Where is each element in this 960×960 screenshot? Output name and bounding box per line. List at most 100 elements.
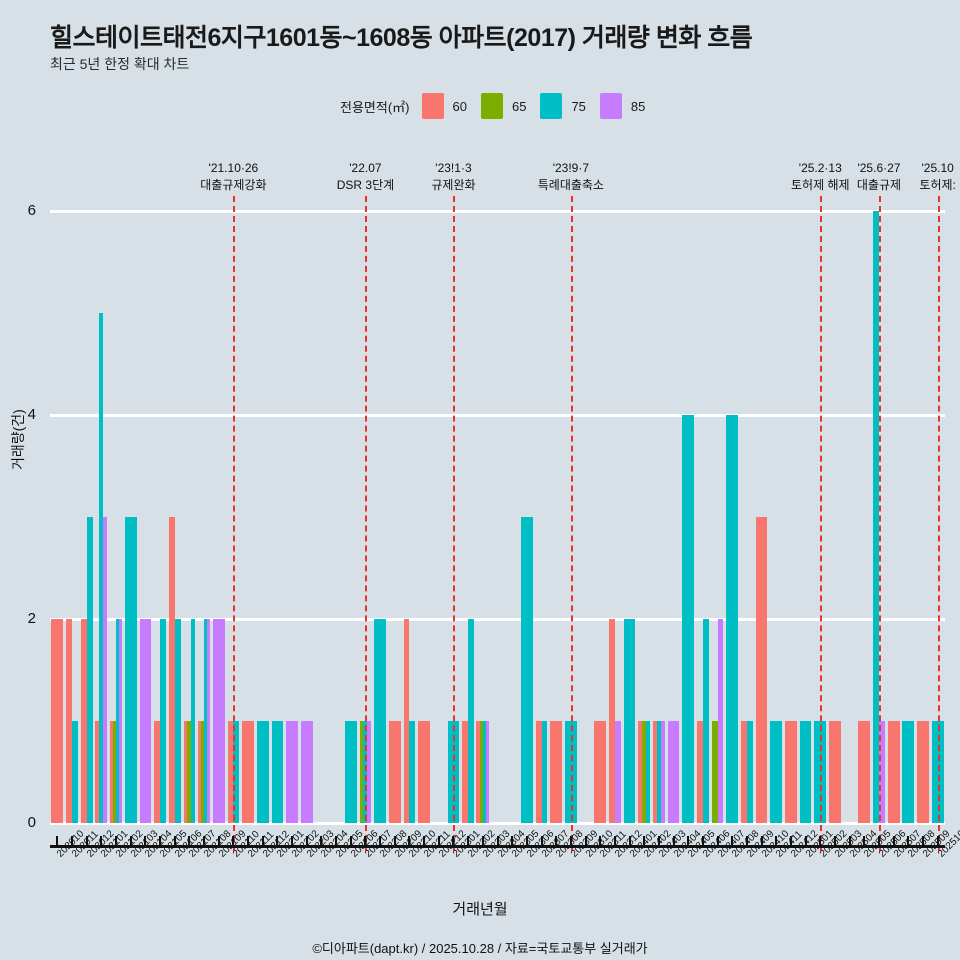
bar[interactable] xyxy=(168,517,175,823)
bar[interactable] xyxy=(623,619,636,823)
bar[interactable] xyxy=(486,721,490,823)
bar[interactable] xyxy=(535,721,542,823)
x-tick xyxy=(349,836,352,848)
bar[interactable] xyxy=(646,721,651,823)
bar[interactable] xyxy=(207,619,211,823)
bar[interactable] xyxy=(550,721,563,823)
bar[interactable] xyxy=(174,619,181,823)
event-line xyxy=(233,196,236,851)
legend-item-65[interactable]: 65 xyxy=(480,93,526,119)
bar[interactable] xyxy=(564,721,577,823)
bar[interactable] xyxy=(667,721,680,823)
bar[interactable] xyxy=(887,721,900,823)
bar[interactable] xyxy=(462,721,469,823)
bar[interactable] xyxy=(99,313,104,823)
gridline xyxy=(50,414,945,417)
bar[interactable] xyxy=(468,619,474,823)
bar[interactable] xyxy=(829,721,841,823)
bar[interactable] xyxy=(112,721,116,823)
bar[interactable] xyxy=(124,517,137,823)
x-tick xyxy=(863,836,866,848)
bar[interactable] xyxy=(86,517,93,823)
bar[interactable] xyxy=(80,619,87,823)
bar[interactable] xyxy=(116,619,120,823)
x-tick xyxy=(496,836,499,848)
bar[interactable] xyxy=(374,619,386,823)
bar[interactable] xyxy=(160,619,166,823)
bar[interactable] xyxy=(878,721,885,823)
bar[interactable] xyxy=(119,619,123,823)
bar[interactable] xyxy=(187,721,192,823)
bar[interactable] xyxy=(656,721,661,823)
event-date: '25.2·13 xyxy=(798,161,842,175)
bar[interactable] xyxy=(409,721,416,823)
bar[interactable] xyxy=(51,619,64,823)
bar[interactable] xyxy=(479,721,483,823)
bar[interactable] xyxy=(200,721,205,823)
legend-item-75[interactable]: 75 xyxy=(540,93,586,119)
bar[interactable] xyxy=(300,721,313,823)
legend-item-85[interactable]: 85 xyxy=(599,93,645,119)
bar[interactable] xyxy=(109,721,113,823)
bar[interactable] xyxy=(520,517,533,823)
bar[interactable] xyxy=(154,721,161,823)
legend-label: 60 xyxy=(452,98,467,114)
bar[interactable] xyxy=(403,619,410,823)
bar[interactable] xyxy=(741,721,747,823)
x-tick xyxy=(936,836,939,848)
bar[interactable] xyxy=(770,721,783,823)
bar[interactable] xyxy=(917,721,929,823)
y-tick-label: 2 xyxy=(27,610,36,627)
bar[interactable] xyxy=(66,619,72,823)
bar[interactable] xyxy=(902,721,915,823)
bar[interactable] xyxy=(72,721,78,823)
bar[interactable] xyxy=(660,721,665,823)
bar[interactable] xyxy=(642,721,647,823)
bar[interactable] xyxy=(367,721,372,823)
bar[interactable] xyxy=(638,721,643,823)
bar[interactable] xyxy=(139,619,152,823)
bar[interactable] xyxy=(103,517,108,823)
bar[interactable] xyxy=(286,721,298,823)
bar[interactable] xyxy=(682,415,695,823)
legend-item-60[interactable]: 60 xyxy=(421,93,467,119)
bar[interactable] xyxy=(204,619,208,823)
bar[interactable] xyxy=(858,721,871,823)
bar[interactable] xyxy=(717,619,724,823)
bar[interactable] xyxy=(197,721,201,823)
bar[interactable] xyxy=(476,721,480,823)
bar[interactable] xyxy=(711,721,718,823)
bar[interactable] xyxy=(594,721,607,823)
bar[interactable] xyxy=(873,211,879,823)
bar[interactable] xyxy=(726,415,739,823)
bar[interactable] xyxy=(931,721,944,823)
bar[interactable] xyxy=(256,721,269,823)
bar[interactable] xyxy=(212,619,225,823)
bar[interactable] xyxy=(785,721,797,823)
bar[interactable] xyxy=(697,721,703,823)
bar[interactable] xyxy=(359,721,364,823)
legend: 전용면적(㎡) 60 65 75 85 xyxy=(340,93,659,119)
bar[interactable] xyxy=(233,721,240,823)
bar[interactable] xyxy=(191,619,196,823)
bar[interactable] xyxy=(614,721,621,823)
bar[interactable] xyxy=(482,721,486,823)
bar[interactable] xyxy=(183,721,188,823)
bar[interactable] xyxy=(799,721,812,823)
bar[interactable] xyxy=(653,721,657,823)
gridline xyxy=(50,210,945,213)
bar[interactable] xyxy=(702,619,709,823)
bar[interactable] xyxy=(227,721,234,823)
bar[interactable] xyxy=(746,721,753,823)
bar[interactable] xyxy=(242,721,254,823)
bar[interactable] xyxy=(388,721,401,823)
bar[interactable] xyxy=(271,721,284,823)
bar[interactable] xyxy=(609,619,615,823)
bar[interactable] xyxy=(418,721,430,823)
bar[interactable] xyxy=(814,721,827,823)
bar[interactable] xyxy=(755,517,768,823)
bar[interactable] xyxy=(541,721,548,823)
bar[interactable] xyxy=(95,721,100,823)
bar[interactable] xyxy=(344,721,357,823)
event-date: '25.6·27 xyxy=(857,161,901,175)
